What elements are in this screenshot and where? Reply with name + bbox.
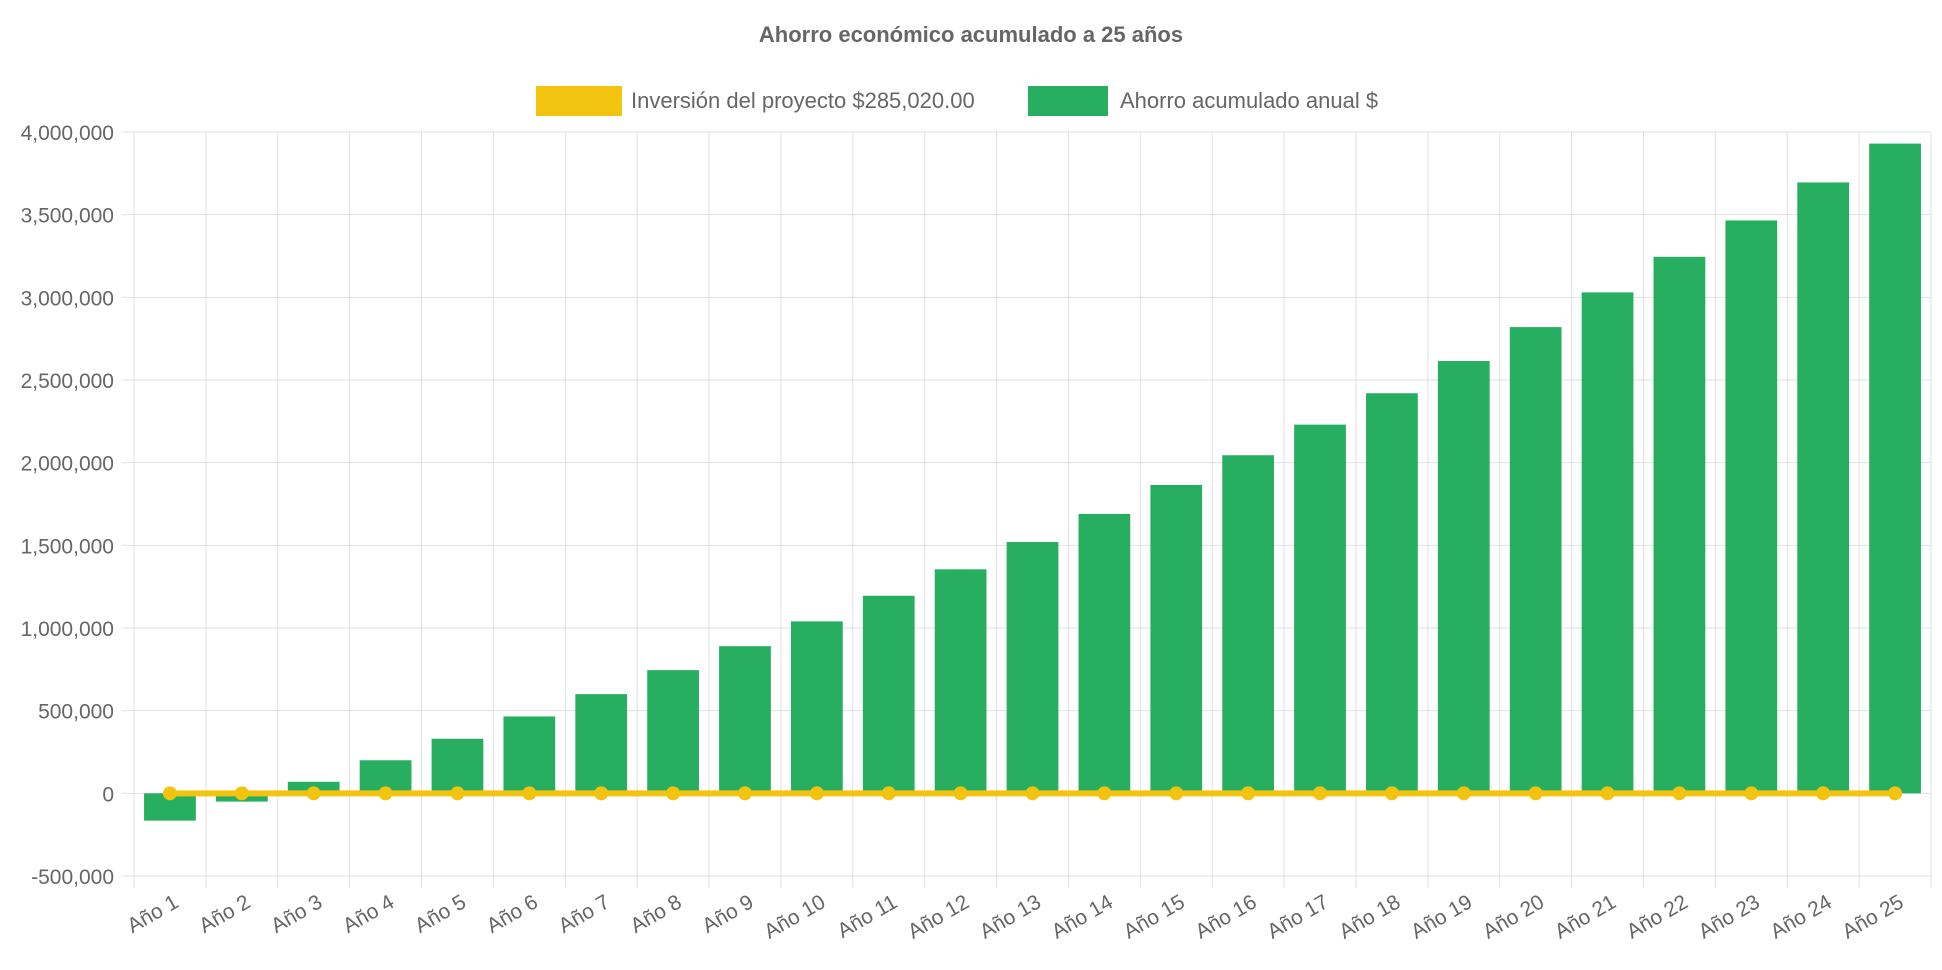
x-tick-label: Año 23: [1695, 890, 1764, 943]
line-point[interactable]: [881, 786, 896, 801]
x-tick-label: Año 13: [976, 890, 1045, 943]
bar[interactable]: [1437, 360, 1490, 794]
line-point[interactable]: [1744, 786, 1759, 801]
legend-label-investment: Inversión del proyecto $285,020.00: [631, 88, 975, 113]
bar[interactable]: [1150, 484, 1203, 794]
x-tick-label: Año 20: [1479, 890, 1548, 943]
y-tick-label: 2,000,000: [21, 453, 114, 476]
x-tick-label: Año 17: [1263, 890, 1332, 943]
line-point[interactable]: [594, 786, 609, 801]
x-tick-label: Año 4: [339, 890, 398, 938]
bar[interactable]: [1653, 256, 1706, 794]
line-point[interactable]: [1241, 786, 1256, 801]
line-point[interactable]: [809, 786, 824, 801]
bar[interactable]: [1581, 292, 1634, 794]
bar[interactable]: [503, 716, 556, 794]
x-tick-label: Año 3: [267, 890, 326, 937]
line-point[interactable]: [737, 786, 752, 801]
bar[interactable]: [1222, 455, 1275, 794]
line-point[interactable]: [953, 786, 968, 801]
line-point[interactable]: [1888, 786, 1903, 801]
line-point[interactable]: [1313, 786, 1328, 801]
bar[interactable]: [1869, 143, 1921, 794]
x-axis: Año 1 Año 2 Año 3 Año 4 Año 5 Año 6 Año 7 Año 8…: [123, 890, 1907, 943]
bar[interactable]: [1006, 542, 1059, 794]
legend-swatch-savings: [1028, 86, 1108, 116]
bar[interactable]: [790, 621, 843, 794]
line-point[interactable]: [1169, 786, 1184, 801]
line-point[interactable]: [234, 786, 249, 801]
bar[interactable]: [1509, 327, 1562, 794]
x-tick-label: Año 24: [1767, 890, 1836, 943]
investment-line: [162, 786, 1903, 801]
bar[interactable]: [647, 670, 699, 794]
legend-item-savings[interactable]: Ahorro acumulado anual $: [1028, 86, 1378, 116]
line-point[interactable]: [1025, 786, 1040, 801]
x-tick-label: Año 22: [1623, 890, 1692, 943]
y-tick-label: 1,500,000: [21, 535, 114, 558]
line-point[interactable]: [378, 786, 393, 801]
x-tick-label: Año 5: [411, 890, 470, 937]
bar[interactable]: [719, 646, 771, 794]
x-tick-label: Año 1: [123, 890, 182, 937]
line-point[interactable]: [1816, 786, 1831, 801]
line-point[interactable]: [1097, 786, 1112, 801]
x-tick-label: Año 19: [1407, 890, 1476, 943]
y-tick-label: 2,500,000: [21, 370, 114, 393]
x-tick-label: Año 18: [1335, 890, 1404, 943]
line-point[interactable]: [1672, 786, 1687, 801]
line-point[interactable]: [1528, 786, 1543, 801]
bar[interactable]: [431, 738, 484, 794]
line-point[interactable]: [1600, 786, 1615, 801]
bar[interactable]: [575, 694, 628, 794]
x-tick-label: Año 15: [1120, 890, 1189, 943]
bar[interactable]: [1366, 393, 1418, 794]
legend-swatch-investment: [536, 86, 622, 116]
bars: [144, 143, 1921, 821]
line-point[interactable]: [666, 786, 681, 801]
y-tick-label: 1,000,000: [21, 618, 114, 641]
line-point[interactable]: [1456, 786, 1471, 801]
bar[interactable]: [1797, 182, 1850, 794]
line-point[interactable]: [306, 786, 321, 801]
y-axis: 4,000,000 3,500,000 3,000,000 2,500,000 2,00…: [21, 122, 114, 889]
legend-label-savings: Ahorro acumulado anual $: [1120, 88, 1378, 113]
x-tick-label: Año 14: [1048, 890, 1117, 943]
bar[interactable]: [934, 569, 987, 794]
y-tick-label: 4,000,000: [21, 122, 114, 145]
bar[interactable]: [862, 595, 915, 794]
x-tick-label: Año 16: [1191, 890, 1260, 943]
x-tick-label: Año 2: [195, 890, 254, 937]
chart-title: Ahorro económico acumulado a 25 años: [759, 22, 1183, 47]
x-tick-label: Año 10: [760, 890, 829, 943]
line-point[interactable]: [522, 786, 537, 801]
x-tick-label: Año 6: [483, 890, 542, 937]
grid: [122, 131, 1932, 888]
x-tick-label: Año 7: [555, 890, 614, 937]
y-tick-label: 0: [102, 783, 114, 806]
x-tick-label: Año 8: [627, 890, 686, 937]
y-tick-label: 500,000: [38, 701, 114, 724]
line-point[interactable]: [1384, 786, 1399, 801]
y-tick-label: 3,000,000: [21, 287, 114, 310]
bar[interactable]: [1078, 513, 1131, 794]
bar[interactable]: [1725, 220, 1778, 794]
line-point[interactable]: [162, 786, 177, 801]
bar[interactable]: [1294, 424, 1346, 794]
legend-item-investment[interactable]: Inversión del proyecto $285,020.00: [536, 86, 975, 116]
x-tick-label: Año 12: [904, 890, 973, 943]
x-tick-label: Año 21: [1551, 890, 1620, 943]
x-tick-label: Año 11: [833, 890, 901, 942]
legend: Inversión del proyecto $285,020.00 Ahorr…: [536, 86, 1378, 116]
y-tick-label: 3,500,000: [21, 205, 114, 228]
x-tick-label: Año 9: [698, 890, 757, 937]
x-tick-label: Año 25: [1838, 890, 1907, 943]
line-point[interactable]: [450, 786, 465, 801]
y-tick-label: -500,000: [31, 866, 114, 889]
